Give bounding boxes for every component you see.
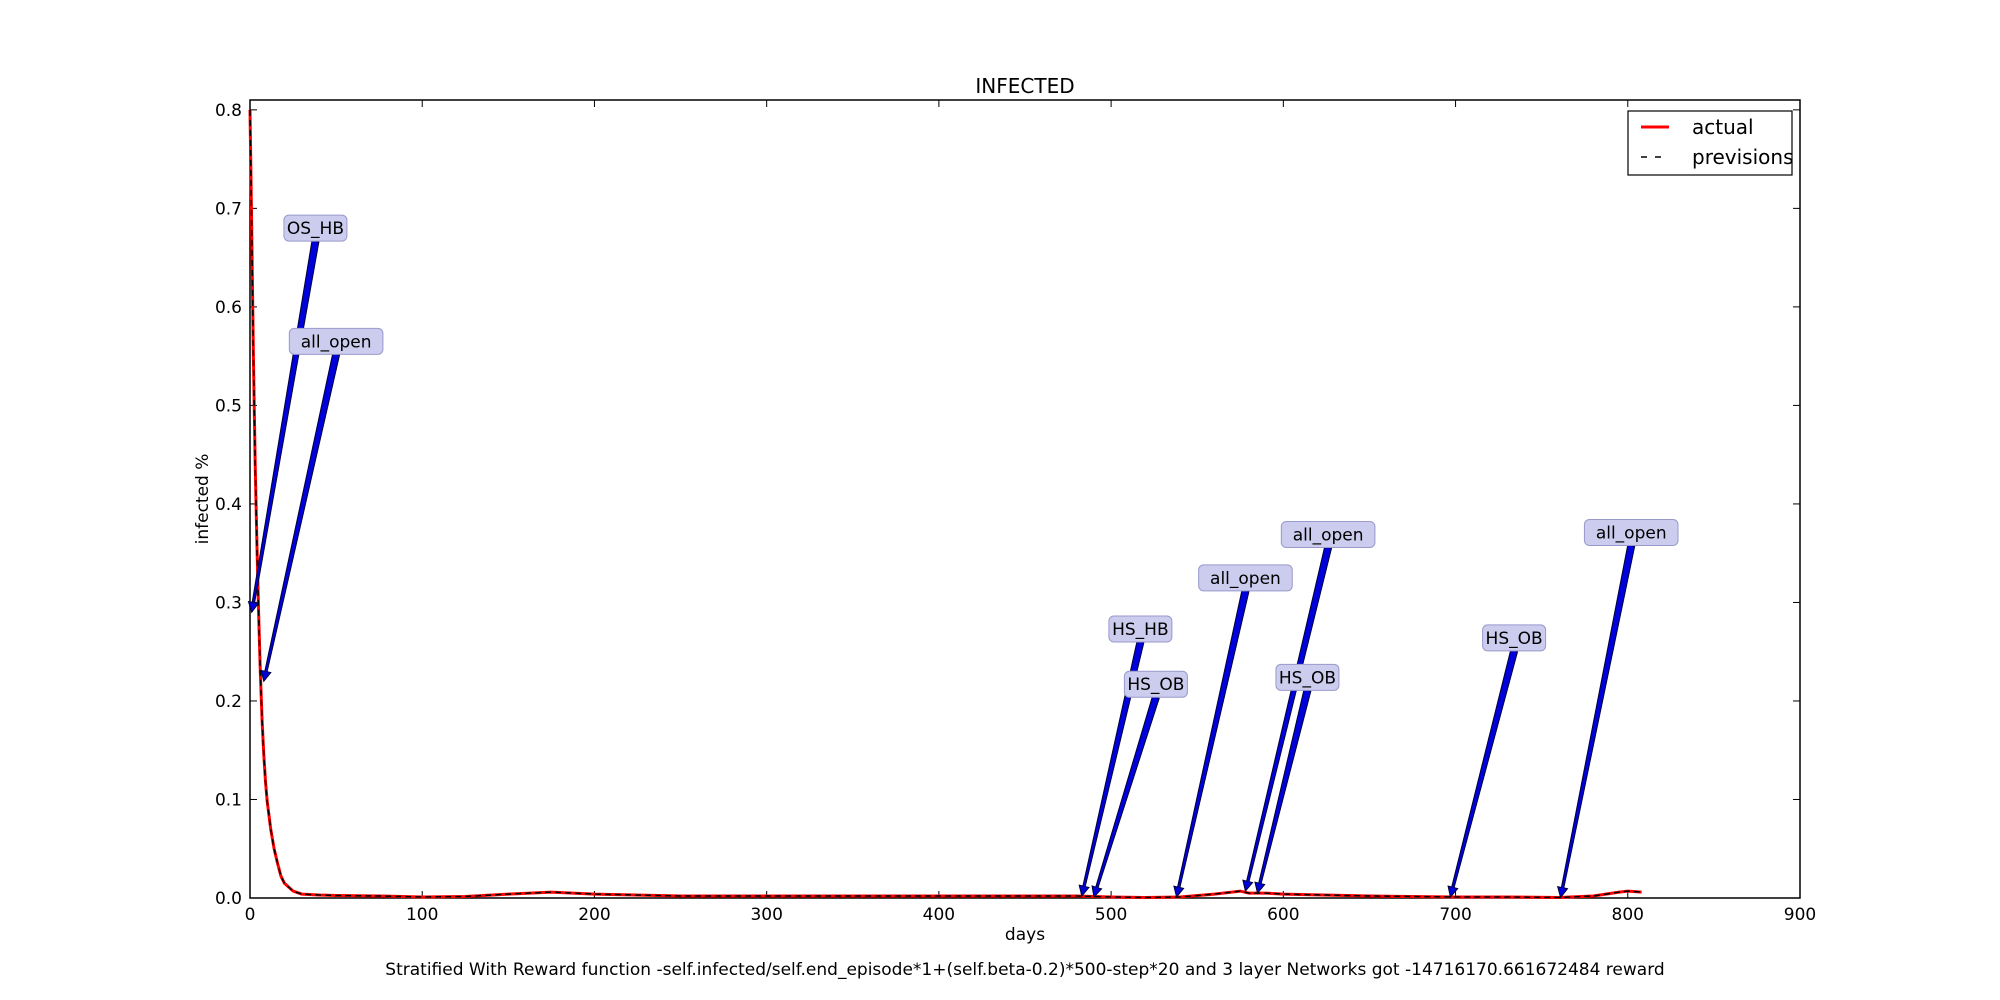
x-tick-label: 700 [1439,905,1471,925]
y-tick-label: 0.1 [215,790,242,810]
annotation-label: OS_HB [287,219,344,239]
annotation-box [1123,670,1188,698]
y-axis-label: infected % [193,454,213,545]
y-tick-label: 0.2 [215,692,242,712]
x-axis-label: days [1005,925,1045,945]
annotation-box [1280,520,1376,548]
annotation-arrow [1173,589,1250,899]
annotation-label: HS_OB [1486,629,1543,649]
annotation-arrow [260,353,341,683]
y-tick-label: 0.6 [215,298,242,318]
annotation-box [288,327,384,355]
annotation-box [1583,518,1679,546]
annotation-label: HS_HB [1112,620,1169,640]
x-tick-label: 500 [1095,905,1127,925]
legend: actual previsions [1627,110,1793,176]
x-tick-label: 100 [406,905,438,925]
annotation-arrow [1254,688,1312,895]
chart-title: INFECTED [975,74,1074,98]
plot-area [249,99,1801,899]
x-tick-label: 800 [1612,905,1644,925]
annotation-label: all_open [1293,525,1364,545]
annotation-arrow [1447,649,1519,899]
annotation-label: all_open [1210,569,1281,589]
x-tick-label: 900 [1784,905,1816,925]
x-tick-label: 200 [578,905,610,925]
annotations-layer: OS_HB all_open HS_HB HS_OB all_open all_open H… [247,214,1679,899]
y-tick-label: 0.8 [215,101,242,121]
legend-label: previsions [1692,145,1793,169]
legend-label: actual [1692,115,1754,139]
x-tick-label: 300 [750,905,782,925]
y-tick-label: 0.4 [215,495,242,515]
annotation-label: HS_OB [1127,675,1184,695]
annotation-box [1108,615,1173,643]
annotation-box [1198,564,1293,592]
chart-caption: Stratified With Reward function -self.in… [385,960,1664,980]
annotation-label: HS_OB [1279,668,1336,688]
legend-box [1627,110,1793,176]
y-tick-label: 0.3 [215,593,242,613]
annotation-box [1482,624,1547,652]
annotation-label: all_open [301,332,372,352]
series-line-previsions [249,109,1642,899]
y-tick-label: 0.5 [215,396,242,416]
x-tick-label: 600 [1267,905,1299,925]
annotation-arrow [1242,545,1333,893]
annotation-arrow [1091,695,1160,899]
annotation-box [1275,663,1340,691]
y-tick-label: 0.7 [215,199,242,219]
series-layer [248,109,1642,900]
x-tick-label: 0 [245,905,256,925]
axis-ticks: 0 100 200 300 400 500 600 700 800 900 0.0 0.1 0.2 0.3… [215,100,1816,925]
x-tick-label: 400 [923,905,955,925]
annotation-arrow [1557,544,1636,899]
annotation-box [283,214,348,242]
annotation-label: all_open [1596,523,1667,543]
y-tick-label: 0.0 [215,889,242,909]
